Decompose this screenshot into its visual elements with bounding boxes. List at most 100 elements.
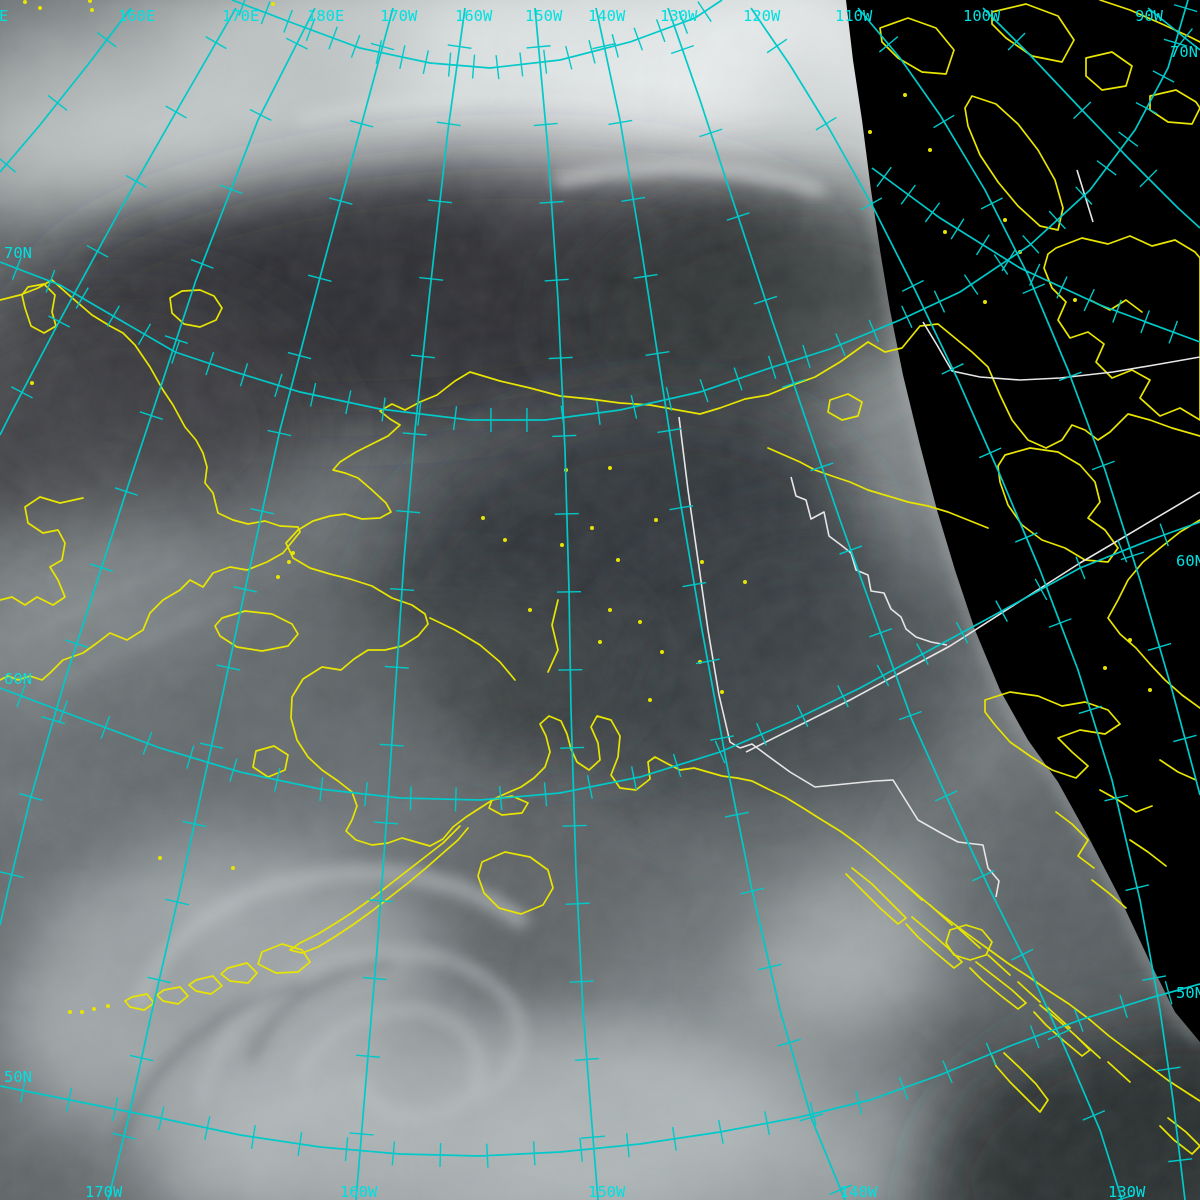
islet-9 [231,866,235,870]
parallel-tick-70N [596,400,601,425]
parallel-tick-50N [204,1116,211,1140]
meridian-tick-120W [1048,618,1072,628]
islet-40 [1003,218,1007,222]
meridian-tick-160W [447,44,472,49]
islet-6 [291,551,295,555]
parallel-tick-70N [665,387,673,411]
parallel-tick-80N [447,52,452,77]
parallel-tick-50N [439,1142,442,1168]
parallel-tick-80N [588,39,596,64]
parallel-tick-70N [345,390,352,415]
islet-13 [80,1010,84,1014]
meridian-tick-170W [328,197,353,205]
islet-20 [638,620,642,624]
meridian-150W [534,7,599,1200]
coastline-mackenzie-delta [827,393,863,421]
parallel-tick-80N [565,45,573,70]
parallel-75N-limb [871,167,1200,343]
meridian-tick-180 [219,184,243,195]
parallel-tick-50N [486,1143,489,1168]
meridian-tick-180 [249,108,272,122]
parallel-tick-60N [319,777,324,802]
meridian-tick-150W [565,902,590,906]
coastline-mackenzie-river [767,447,989,529]
meridian-tick-170E [10,386,33,399]
meridian-tick-130W [869,628,893,638]
meridian-tick-170W [112,1132,136,1140]
meridian-tick-160W [384,665,409,669]
meridian-tick-120W [1142,975,1167,981]
parallel-tick-75N-limb [1112,299,1122,323]
meridian-tick-160W [410,354,435,359]
meridian-tick-90W [1176,28,1193,48]
label-top-140W: 140W [588,7,626,25]
parallel-tick-50N [718,1119,724,1144]
coastline-wrangel-island [169,289,223,328]
islet-8 [276,575,280,579]
meridian-tick-140W [695,658,720,665]
meridian-tick-110W [1173,734,1197,743]
parallel-tick-70N [452,406,458,431]
meridian-tick-110W [1091,460,1115,471]
parallel-tick-50N [855,1090,863,1115]
label-top-170W: 170W [380,7,418,25]
coastline-chukotka-south-bays [0,496,84,606]
islet-4 [271,2,275,6]
parallel-tick-60N [543,782,548,807]
label-right-60N: 60N [1176,552,1200,570]
coastline-canada-arctic-coast [867,323,1200,449]
coastline-nw-island [21,283,57,334]
meridian-tick-160E [47,94,68,111]
meridian-160E [0,7,132,173]
meridian-tick-180 [190,258,214,269]
border-yukon-bc-panhandle [739,743,1000,898]
meridian-tick-120W [1156,1066,1181,1072]
meridian-tick-130W [1082,1110,1106,1121]
islet-3 [90,8,94,12]
parallel-tick-60N [955,621,969,644]
border-alaska-yukon-141w [678,416,741,749]
islet-19 [616,558,620,562]
parallel-tick-50N [1073,1008,1084,1032]
parallel-tick-50N [66,1087,73,1112]
coastline-aleutian-4 [156,986,189,1005]
meridian-tick-150W [526,45,551,49]
meridian-tick-110W [980,197,1003,210]
parallel-tick-50N [898,1076,909,1100]
border-bc-yukon-60n [745,491,1200,753]
parallel-tick-70N [137,323,152,345]
parallel-tick-70N [239,363,249,387]
parallel-tick-70N [1163,38,1188,47]
label-right-50N: 50N [1176,984,1200,1002]
meridian-tick-100W [1139,169,1158,188]
parallel-tick-70N [933,290,946,313]
islet-28 [654,518,658,522]
meridian-tick-170W [147,976,172,984]
parallel-tick-70N [11,256,22,280]
parallel-tick-70N [75,287,89,309]
meridian-tick-180 [164,335,188,345]
islet-11 [106,1004,110,1008]
parallel-tick-80N [260,1,271,25]
meridian-tick-140W [633,273,658,279]
meridian-tick-120W [978,447,1002,459]
parallel-tick-75N-limb [876,166,892,187]
parallel-tick-75N-limb [975,234,990,256]
meridian-tick-130W [972,870,995,882]
meridian-tick-170W [370,42,395,51]
meridian-tick-130W [699,128,723,138]
meridian-tick-130W [898,710,922,721]
meridian-tick-150W [548,356,573,360]
parallel-tick-70N [45,269,56,293]
parallel-tick-70N [1173,4,1198,13]
parallel-tick-50N [391,1141,396,1166]
parallel-tick-50N [985,1042,997,1066]
parallel-tick-70N [1048,210,1066,230]
coastline-nwt-river-3 [1091,879,1127,909]
parallel-tick-70N [417,401,422,426]
islet-12 [92,1007,96,1011]
label-top-170E: 170E [222,7,259,25]
parallel-tick-60N [876,664,890,687]
meridian-tick-140W [645,350,670,356]
